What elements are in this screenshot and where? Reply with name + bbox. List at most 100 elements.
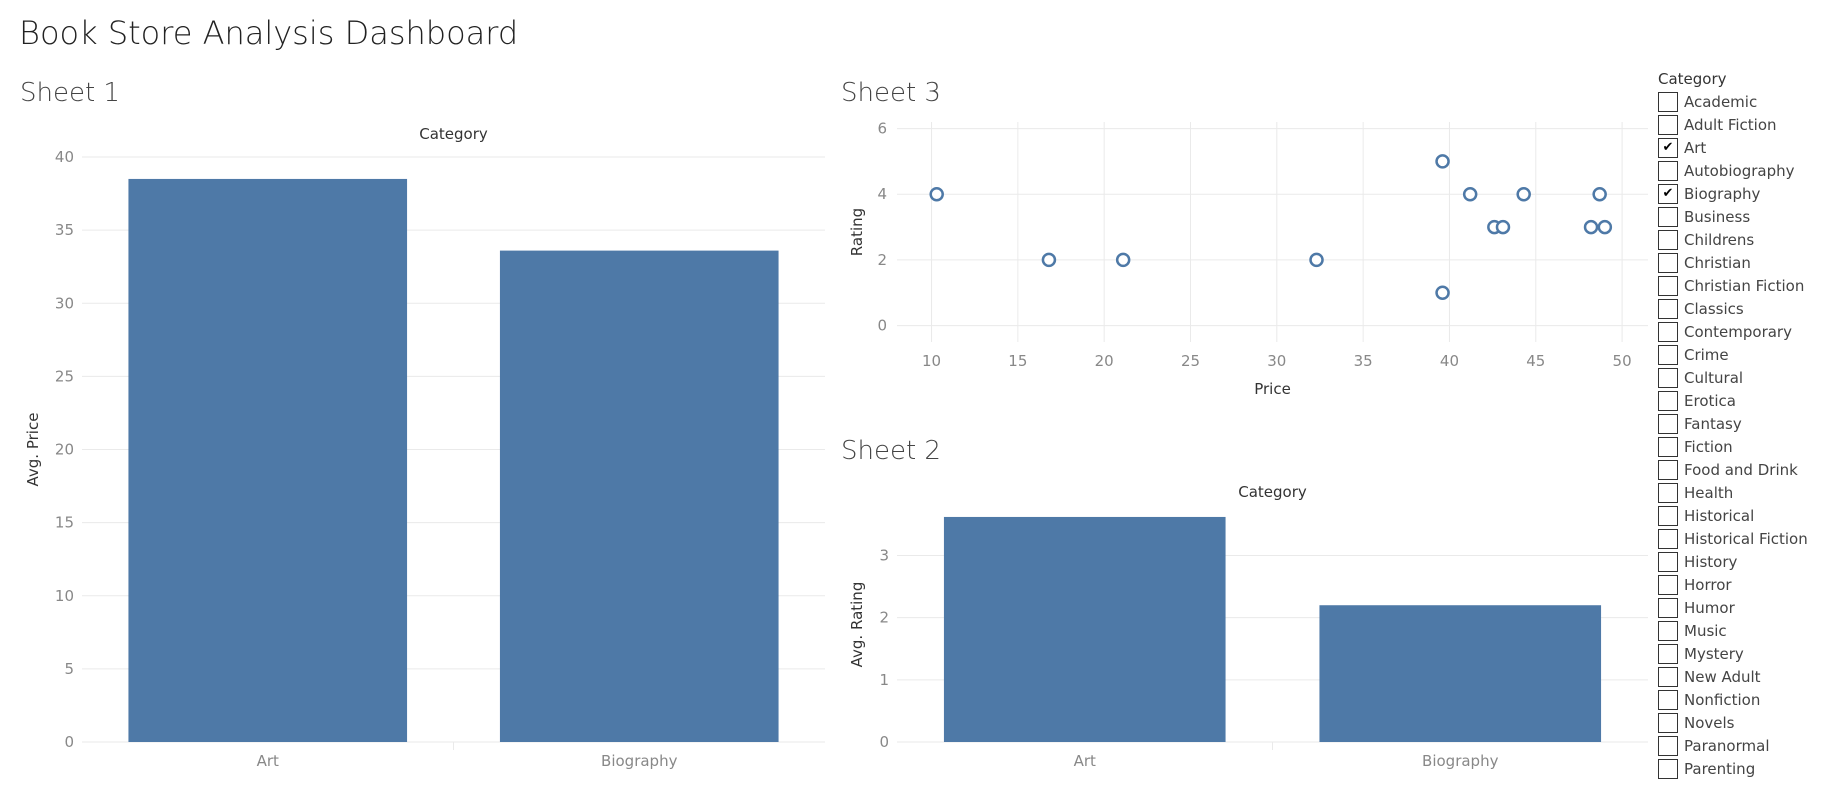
checkbox-icon[interactable] — [1658, 390, 1678, 411]
category-filter-item-label: Childrens — [1684, 230, 1755, 249]
category-filter-item[interactable]: Historical Fiction — [1658, 527, 1838, 550]
checkbox-icon[interactable] — [1658, 344, 1678, 365]
checkbox-icon[interactable] — [1658, 275, 1678, 296]
y-tick-label: 30 — [55, 294, 74, 312]
checkbox-icon[interactable] — [1658, 413, 1678, 434]
category-filter-item-label: Art — [1684, 138, 1707, 157]
category-filter-item[interactable]: Music — [1658, 619, 1838, 642]
checkbox-icon[interactable] — [1658, 528, 1678, 549]
scatter-point — [1592, 186, 1607, 202]
category-filter-item[interactable]: Nonfiction — [1658, 688, 1838, 711]
scatter-point — [1115, 252, 1131, 268]
category-filter-item[interactable]: Contemporary — [1658, 320, 1838, 343]
category-filter-item-label: Historical — [1684, 506, 1755, 525]
checkbox-checked-icon[interactable]: ✔ — [1658, 137, 1678, 158]
bar — [1319, 605, 1602, 742]
x-axis-label: Price — [1254, 380, 1291, 398]
category-filter-item-label: Food and Drink — [1684, 460, 1798, 479]
category-filter-item[interactable]: ✔ Biography — [1658, 182, 1838, 205]
x-tick-label: 25 — [1181, 352, 1200, 370]
x-tick-label: Biography — [601, 752, 678, 770]
category-filter-item[interactable]: Fiction — [1658, 435, 1838, 458]
checkbox-icon[interactable] — [1658, 298, 1678, 319]
checkbox-icon[interactable] — [1658, 252, 1678, 273]
checkbox-icon[interactable] — [1658, 482, 1678, 503]
x-tick-label: 15 — [1008, 352, 1027, 370]
category-filter-item-label: Autobiography — [1684, 161, 1795, 180]
checkbox-checked-icon[interactable]: ✔ — [1658, 183, 1678, 204]
checkbox-icon[interactable] — [1658, 459, 1678, 480]
category-filter-item[interactable]: New Adult — [1658, 665, 1838, 688]
category-filter-item[interactable]: History — [1658, 550, 1838, 573]
dashboard-title: Book Store Analysis Dashboard — [19, 14, 519, 52]
category-filter-item-label: Parenting — [1684, 759, 1756, 778]
category-filter-item[interactable]: Christian — [1658, 251, 1838, 274]
category-filter-item[interactable]: Christian Fiction — [1658, 274, 1838, 297]
y-axis-label: Rating — [848, 208, 866, 256]
category-filter-item[interactable]: Mystery — [1658, 642, 1838, 665]
checkbox-icon[interactable] — [1658, 758, 1678, 779]
checkbox-icon[interactable] — [1658, 551, 1678, 572]
category-filter-item-label: Classics — [1684, 299, 1744, 318]
category-filter-item[interactable]: Cultural — [1658, 366, 1838, 389]
category-filter-item[interactable]: ✔ Art — [1658, 136, 1838, 159]
checkbox-icon[interactable] — [1658, 735, 1678, 756]
x-tick-label: 20 — [1095, 352, 1114, 370]
category-filter-item[interactable]: Horror — [1658, 573, 1838, 596]
checkbox-icon[interactable] — [1658, 597, 1678, 618]
y-tick-label: 2 — [877, 251, 887, 269]
category-filter-item[interactable]: Fantasy — [1658, 412, 1838, 435]
category-filter-item-label: Christian — [1684, 253, 1751, 272]
category-filter-item[interactable]: Historical — [1658, 504, 1838, 527]
checkbox-icon[interactable] — [1658, 321, 1678, 342]
category-filter-item[interactable]: Adult Fiction — [1658, 113, 1838, 136]
category-filter-item[interactable]: Parenting — [1658, 757, 1838, 780]
scatter-point — [1435, 154, 1450, 169]
category-filter-item[interactable]: Paranormal — [1658, 734, 1838, 757]
category-filter-item-label: Nonfiction — [1684, 690, 1761, 709]
checkbox-icon[interactable] — [1658, 436, 1678, 457]
bar — [499, 250, 779, 742]
checkbox-icon[interactable] — [1658, 114, 1678, 135]
checkbox-icon[interactable] — [1658, 91, 1678, 112]
category-filter-item[interactable]: Academic — [1658, 90, 1838, 113]
scatter-point — [1435, 285, 1450, 300]
category-filter-item[interactable]: Business — [1658, 205, 1838, 228]
sheet2-bar-chart: Category 0 1 2 3 Art Biography Avg. Rating — [848, 483, 1648, 770]
y-tick-label: 0 — [877, 317, 887, 335]
category-filter-item[interactable]: Autobiography — [1658, 159, 1838, 182]
checkbox-icon[interactable] — [1658, 574, 1678, 595]
checkbox-icon[interactable] — [1658, 643, 1678, 664]
sheet3-scatter-chart: 0 2 4 6 10 15 20 25 30 35 40 45 50 Price Rating — [848, 120, 1648, 398]
category-filter-item-label: Adult Fiction — [1684, 115, 1777, 134]
checkbox-icon[interactable] — [1658, 160, 1678, 181]
y-tick-label: 1 — [879, 671, 889, 689]
checkbox-icon[interactable] — [1658, 505, 1678, 526]
checkbox-icon[interactable] — [1658, 620, 1678, 641]
category-filter-item[interactable]: Food and Drink — [1658, 458, 1838, 481]
checkbox-icon[interactable] — [1658, 367, 1678, 388]
category-filter-item-label: History — [1684, 552, 1738, 571]
category-filter-item[interactable]: Childrens — [1658, 228, 1838, 251]
checkbox-icon[interactable] — [1658, 666, 1678, 687]
checkbox-icon[interactable] — [1658, 229, 1678, 250]
checkbox-icon[interactable] — [1658, 712, 1678, 733]
checkbox-icon[interactable] — [1658, 689, 1678, 710]
scatter-point — [1516, 186, 1531, 202]
category-filter-item[interactable]: Erotica — [1658, 389, 1838, 412]
category-filter-item[interactable]: Novels — [1658, 711, 1838, 734]
y-tick-label: 5 — [64, 660, 74, 678]
x-tick-label: 40 — [1440, 352, 1459, 370]
y-tick-label: 3 — [879, 546, 889, 564]
category-filter-item[interactable]: Classics — [1658, 297, 1838, 320]
category-filter-item-label: Crime — [1684, 345, 1729, 364]
y-tick-label: 40 — [55, 148, 74, 166]
bar — [128, 178, 408, 742]
sheet1-bar-chart: Category 0 5 10 15 20 25 30 35 40 Art Biography Avg.… — [24, 125, 825, 770]
checkbox-icon[interactable] — [1658, 206, 1678, 227]
category-filter-item[interactable]: Crime — [1658, 343, 1838, 366]
category-filter-item-label: Christian Fiction — [1684, 276, 1805, 295]
category-filter-item[interactable]: Humor — [1658, 596, 1838, 619]
category-filter-item[interactable]: Health — [1658, 481, 1838, 504]
x-tick-label: Art — [257, 752, 279, 770]
